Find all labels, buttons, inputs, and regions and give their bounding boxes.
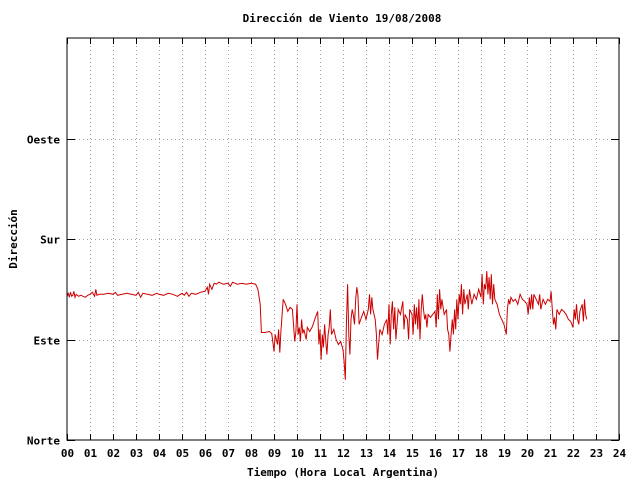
x-tick-label: 07: [222, 447, 235, 460]
x-tick-label: 21: [544, 447, 558, 460]
y-axis-label: Dirección: [7, 209, 20, 269]
x-tick-label: 15: [406, 447, 419, 460]
x-tick-label: 24: [613, 447, 627, 460]
y-tick-label: Este: [34, 335, 61, 348]
x-tick-label: 10: [291, 447, 304, 460]
x-tick-label: 04: [153, 447, 167, 460]
chart-title: Dirección de Viento 19/08/2008: [243, 12, 442, 25]
plot-border: [66, 37, 620, 441]
x-tick-label: 13: [360, 447, 373, 460]
x-tick-label: 20: [521, 447, 534, 460]
x-tick-label: 11: [314, 447, 328, 460]
x-tick-label: 16: [429, 447, 443, 460]
x-tick-label: 18: [475, 447, 488, 460]
x-tick-label: 08: [245, 447, 258, 460]
x-tick-label: 14: [383, 447, 397, 460]
y-tick-label: Oeste: [27, 134, 60, 147]
x-tick-label: 22: [567, 447, 580, 460]
x-tick-label: 02: [107, 447, 120, 460]
x-tick-label: 17: [452, 447, 465, 460]
wind-direction-series-line: [66, 271, 588, 380]
x-tick-label: 00: [61, 447, 74, 460]
x-tick-label: 06: [199, 447, 213, 460]
x-tick-label: 19: [498, 447, 511, 460]
y-tick-labels: Norte Este Sur Oeste: [27, 134, 60, 448]
x-tick-label: 03: [130, 447, 143, 460]
x-tick-label: 23: [590, 447, 603, 460]
y-tick-label: Sur: [40, 234, 60, 247]
grid-lines: [67, 38, 619, 440]
x-axis-label: Tiempo (Hora Local Argentina): [247, 466, 439, 479]
x-tick-label: 01: [84, 447, 98, 460]
x-tick-labels: 00 01 02 03 04 05 06 07 08 09 10 11 12 13 14 15 16 17 18 19…: [61, 447, 627, 460]
x-tick-label: 05: [176, 447, 189, 460]
x-tick-label: 09: [268, 447, 281, 460]
y-tick-label: Norte: [27, 435, 60, 448]
x-tick-label: 12: [337, 447, 350, 460]
